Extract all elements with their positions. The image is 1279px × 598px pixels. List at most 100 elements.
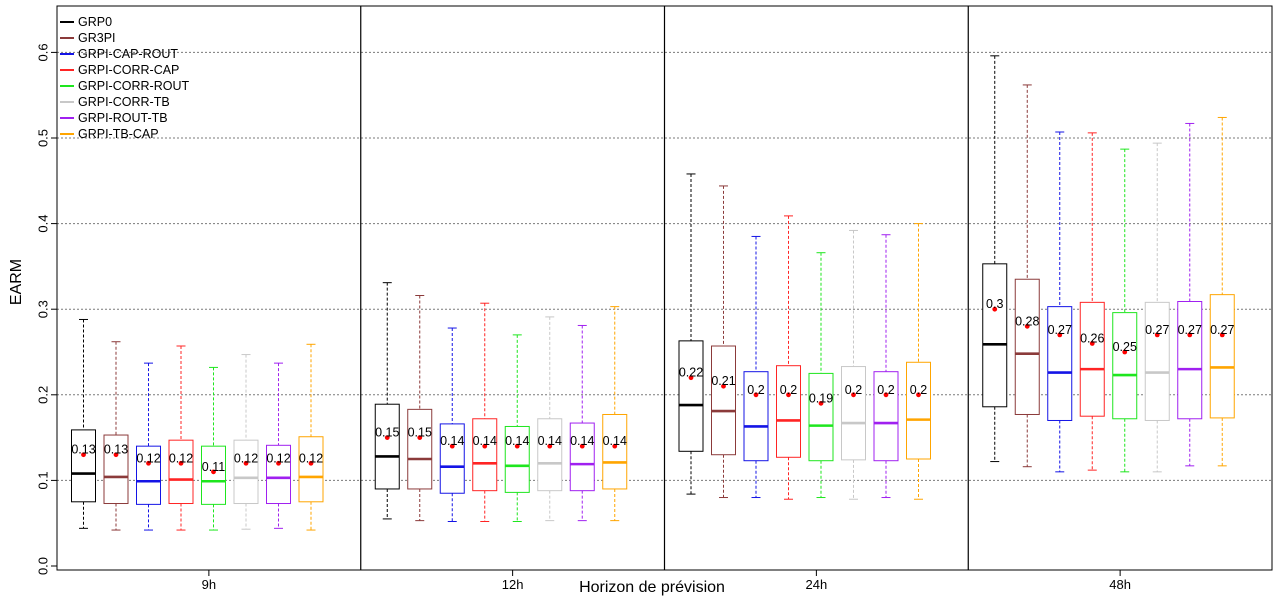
boxplot-GRPI-TB-CAP-9h (298, 343, 324, 531)
box-iqr (711, 345, 736, 456)
x-tick-label: 48h (1109, 577, 1131, 592)
boxplot-GR3PI-9h (103, 341, 129, 531)
boxplot-GRPI-CORR-TB-9h (233, 354, 259, 530)
boxplot-GRPI-CORR-ROUT-48h (1112, 148, 1138, 473)
boxplot-GRPI-CORR-CAP-9h (168, 345, 194, 531)
boxplots (71, 55, 1235, 531)
mean-point (786, 392, 791, 398)
boxplot-GRPI-CORR-TB-48h (1144, 142, 1170, 473)
box-iqr (1144, 301, 1170, 421)
mean-point (81, 452, 86, 458)
x-tick-label: 9h (202, 577, 216, 592)
boxplot-GRPI-CAP-ROUT-12h (439, 327, 465, 522)
box-iqr (298, 436, 324, 503)
plot-frame (56, 5, 1273, 571)
mean-point (579, 443, 585, 449)
box-iqr (472, 418, 498, 492)
mean-label: 0.2 (845, 383, 862, 397)
box-iqr (1047, 306, 1073, 421)
boxplot-GRPI-ROUT-TB-24h (873, 234, 899, 499)
mean-point (916, 392, 921, 398)
mean-label: 0.27 (1145, 323, 1169, 337)
mean-label: 0.15 (375, 426, 399, 440)
mean-point (449, 443, 455, 449)
legend-entry: GRPI-TB-CAP (78, 127, 159, 141)
legend-entry: GRPI-CORR-CAP (78, 63, 179, 77)
mean-point (178, 460, 184, 466)
box-iqr (873, 371, 899, 462)
mean-label: 0.2 (877, 383, 894, 397)
boxplot-GRPI-CORR-CAP-24h (776, 215, 801, 500)
boxplot-GRPI-CORR-CAP-12h (472, 302, 498, 522)
boxplot-GRPI-CORR-ROUT-24h (808, 252, 834, 499)
mean-point (992, 306, 998, 312)
group-separators (360, 6, 969, 570)
box-iqr (602, 413, 628, 490)
boxplot-GRPI-CAP-ROUT-9h (136, 362, 161, 531)
mean-label: 0.12 (136, 451, 160, 465)
mean-point (211, 469, 216, 475)
mean-point (851, 392, 856, 398)
mean-label: 0.12 (234, 451, 258, 465)
mean-point (1154, 332, 1160, 338)
legend-entry: GRP0 (78, 15, 112, 29)
mean-point (688, 375, 694, 381)
boxplot-GR3PI-24h (711, 185, 736, 499)
mean-label: 0.14 (473, 434, 497, 448)
box-iqr (1177, 300, 1203, 420)
box-iqr (71, 429, 96, 503)
mean-point (721, 383, 726, 389)
boxplot-GRPI-CORR-ROUT-12h (504, 334, 530, 522)
mean-point (1187, 332, 1193, 338)
mean-label: 0.22 (679, 366, 703, 380)
legend-entry: GRPI-ROUT-TB (78, 111, 168, 125)
mean-label: 0.2 (747, 383, 764, 397)
box-iqr (103, 434, 129, 505)
mean-label: 0.2 (780, 383, 797, 397)
boxplot-GRPI-CORR-TB-24h (841, 229, 866, 500)
box-iqr (201, 445, 226, 505)
mean-label: 0.27 (1210, 323, 1234, 337)
boxplot-GRPI-TB-CAP-12h (602, 306, 628, 522)
mean-point (753, 392, 759, 398)
box-iqr (168, 439, 194, 505)
legend-entry: GRPI-CORR-TB (78, 95, 170, 109)
box-iqr (808, 372, 834, 462)
mean-label: 0.12 (266, 451, 290, 465)
boxplot-GRP0-12h (374, 282, 400, 520)
y-tick-label: 0.1 (35, 471, 50, 489)
mean-point (883, 392, 889, 398)
mean-point (384, 435, 390, 440)
box-iqr (1209, 294, 1235, 419)
mean-label: 0.2 (910, 383, 927, 397)
box-iqr (233, 439, 259, 505)
mean-point (547, 443, 553, 449)
boxplot-GRPI-TB-CAP-24h (906, 223, 931, 500)
box-iqr (678, 340, 704, 452)
mean-point (1122, 349, 1128, 355)
boxplot-GR3PI-48h (1014, 84, 1040, 468)
boxplot-GRP0-9h (71, 318, 96, 529)
mean-label: 0.14 (440, 434, 464, 448)
boxplot-GRPI-CORR-CAP-48h (1079, 132, 1105, 471)
box-iqr (1112, 312, 1138, 420)
mean-label: 0.27 (1178, 323, 1202, 337)
mean-label: 0.14 (538, 434, 562, 448)
boxplot-GRPI-ROUT-TB-12h (569, 324, 595, 522)
mean-label: 0.13 (104, 443, 128, 457)
mean-label: 0.25 (1113, 340, 1137, 354)
boxplot-GR3PI-12h (407, 295, 433, 522)
legend-entry: GRPI-CORR-ROUT (78, 79, 189, 93)
mean-label: 0.14 (570, 434, 594, 448)
y-tick-label: 0.4 (35, 215, 50, 233)
box-iqr (407, 408, 433, 490)
mean-label: 0.11 (202, 460, 225, 474)
mean-point (818, 400, 824, 406)
box-iqr (982, 263, 1008, 408)
mean-label: 0.12 (169, 451, 193, 465)
mean-point (276, 460, 281, 466)
box-iqr (1014, 278, 1040, 415)
boxplot-GRPI-ROUT-TB-9h (266, 362, 291, 529)
box-iqr (743, 371, 769, 462)
